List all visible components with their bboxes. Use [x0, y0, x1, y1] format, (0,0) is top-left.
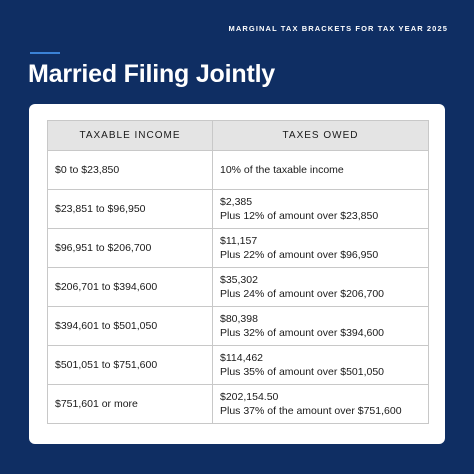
taxable-income-cell: $206,701 to $394,600	[47, 267, 213, 307]
taxes-owed-cell: $2,385 Plus 12% of amount over $23,850	[212, 189, 429, 229]
taxable-income-cell: $501,051 to $751,600	[47, 345, 213, 385]
taxes-owed-rate: Plus 35% of amount over $501,050	[220, 366, 385, 378]
taxes-owed-rate: Plus 32% of amount over $394,600	[220, 327, 385, 339]
title-accent-bar	[30, 52, 60, 54]
table-row: $206,701 to $394,600 $35,302 Plus 24% of…	[47, 267, 429, 307]
column-header-taxable-income: TAXABLE INCOME	[47, 120, 213, 151]
table-row: $96,951 to $206,700 $11,157 Plus 22% of …	[47, 228, 429, 268]
taxes-owed-base: $80,398	[220, 312, 258, 325]
table-row: $501,051 to $751,600 $114,462 Plus 35% o…	[47, 345, 429, 385]
column-header-taxes-owed: TAXES OWED	[212, 120, 429, 151]
table-row: $751,601 or more $202,154.50 Plus 37% of…	[47, 384, 429, 424]
taxes-owed-rate: Plus 24% of amount over $206,700	[220, 288, 385, 300]
table-card: TAXABLE INCOME TAXES OWED $0 to $23,850 …	[29, 104, 445, 444]
kicker-label: MARGINAL TAX BRACKETS FOR TAX YEAR 2025	[228, 24, 448, 33]
taxable-income-cell: $23,851 to $96,950	[47, 189, 213, 229]
taxes-owed-rate: Plus 12% of amount over $23,850	[220, 210, 379, 222]
taxes-owed-cell: $11,157 Plus 22% of amount over $96,950	[212, 228, 429, 268]
table-row: $0 to $23,850 10% of the taxable income	[47, 150, 429, 190]
taxable-income-cell: $751,601 or more	[47, 384, 213, 424]
tax-brackets-table: TAXABLE INCOME TAXES OWED $0 to $23,850 …	[47, 120, 429, 424]
taxes-owed-base: $2,385	[220, 195, 253, 208]
taxes-owed-base: $11,157	[220, 234, 258, 247]
taxes-owed-rate: Plus 22% of amount over $96,950	[220, 249, 379, 261]
page-title: Married Filing Jointly	[28, 60, 276, 88]
taxes-owed-cell: $114,462 Plus 35% of amount over $501,05…	[212, 345, 429, 385]
taxable-income-cell: $96,951 to $206,700	[47, 228, 213, 268]
table-row: $23,851 to $96,950 $2,385 Plus 12% of am…	[47, 189, 429, 229]
table-header-row: TAXABLE INCOME TAXES OWED	[47, 120, 429, 151]
taxes-owed-cell: 10% of the taxable income	[212, 150, 429, 190]
taxes-owed-cell: $202,154.50 Plus 37% of the amount over …	[212, 384, 429, 424]
taxes-owed-base: $202,154.50	[220, 390, 279, 403]
taxes-owed-base: $114,462	[220, 351, 264, 364]
taxes-owed-line: 10% of the taxable income	[220, 163, 344, 176]
table-row: $394,601 to $501,050 $80,398 Plus 32% of…	[47, 306, 429, 346]
taxable-income-cell: $394,601 to $501,050	[47, 306, 213, 346]
taxes-owed-cell: $80,398 Plus 32% of amount over $394,600	[212, 306, 429, 346]
taxes-owed-cell: $35,302 Plus 24% of amount over $206,700	[212, 267, 429, 307]
taxes-owed-base: $35,302	[220, 273, 258, 286]
taxable-income-cell: $0 to $23,850	[47, 150, 213, 190]
taxes-owed-rate: Plus 37% of the amount over $751,600	[220, 405, 402, 417]
